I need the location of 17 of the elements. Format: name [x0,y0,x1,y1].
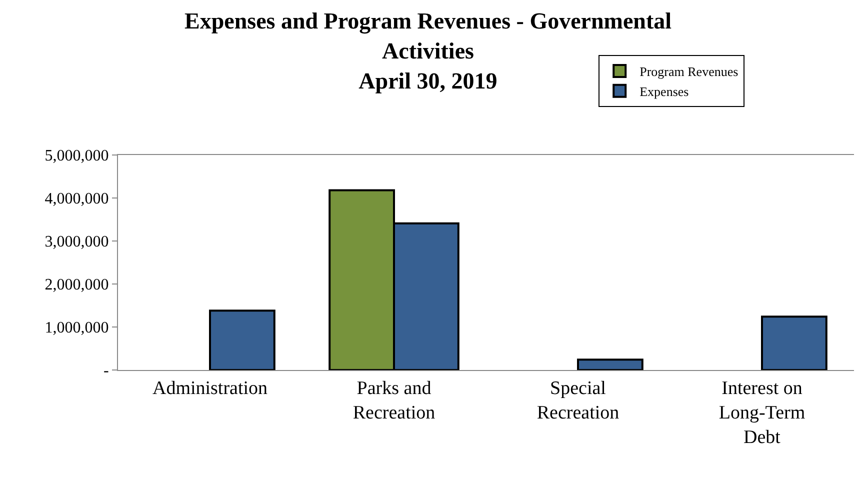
bar [209,310,276,370]
y-tick-label: 2,000,000 [44,276,109,294]
x-tick-label: Parks and Recreation [352,378,436,424]
y-tick-label: - [103,362,109,380]
legend-label: Program Revenues [640,64,738,80]
x-tick-label: Special Recreation [536,378,620,424]
legend-label: Expenses [640,84,689,99]
y-tick-label: 1,000,000 [44,320,109,337]
chart-subtitle: April 30, 2019 [358,68,498,94]
x-tick-label: Administration [152,378,268,399]
y-tick-label: 3,000,000 [44,234,109,251]
bar [761,316,828,370]
y-tick-label: 5,000,000 [44,148,109,165]
x-tick-label: Interest on Long-Term Debt [718,378,806,448]
chart-title: Expenses and Program Revenues - Governmental Activities [184,8,672,64]
bar [577,358,644,370]
y-tick-label: 4,000,000 [44,190,109,208]
